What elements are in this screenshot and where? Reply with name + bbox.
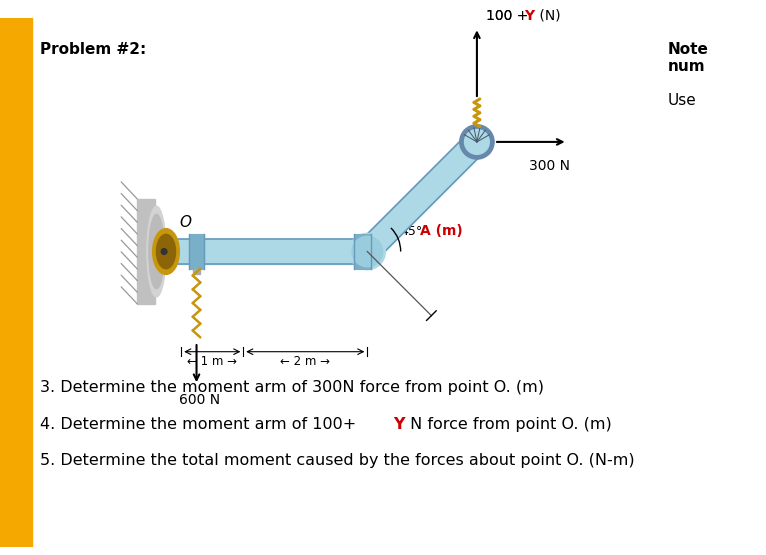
Text: 3. Determine the moment arm of 300N force from point O. (m): 3. Determine the moment arm of 300N forc…: [40, 380, 544, 395]
Text: 300 N: 300 N: [529, 159, 571, 173]
Text: num: num: [668, 59, 705, 74]
Text: 4. Determine the moment arm of 100+: 4. Determine the moment arm of 100+: [40, 417, 356, 432]
Text: 100 +: 100 +: [486, 9, 533, 23]
Ellipse shape: [156, 234, 175, 269]
Polygon shape: [358, 133, 486, 260]
Text: Use: Use: [668, 93, 696, 108]
Ellipse shape: [152, 229, 179, 274]
Text: ← 1 m →: ← 1 m →: [187, 355, 237, 367]
Bar: [0, 18, 32, 547]
Text: Problem #2:: Problem #2:: [40, 42, 146, 57]
Text: O: O: [179, 215, 192, 230]
Text: Note: Note: [668, 42, 709, 57]
Text: Y: Y: [393, 417, 404, 432]
Text: 100 +: 100 +: [486, 9, 533, 23]
Bar: [137, 199, 155, 304]
Circle shape: [161, 249, 167, 254]
Text: ← 2 m →: ← 2 m →: [280, 355, 330, 367]
Circle shape: [460, 125, 494, 159]
Text: (N): (N): [535, 9, 561, 23]
Bar: [174, 239, 367, 264]
Text: 5. Determine the total moment caused by the forces about point O. (N-m): 5. Determine the total moment caused by …: [40, 453, 635, 468]
Ellipse shape: [147, 206, 166, 297]
Text: N force from point O. (m): N force from point O. (m): [405, 417, 612, 432]
Ellipse shape: [149, 214, 164, 289]
Text: 600 N: 600 N: [179, 393, 221, 407]
Circle shape: [349, 234, 385, 270]
Text: Y: Y: [524, 9, 534, 23]
Bar: [189, 234, 205, 269]
Bar: [354, 234, 371, 269]
Text: A (m): A (m): [420, 224, 463, 238]
Circle shape: [352, 236, 382, 267]
Text: 45°: 45°: [401, 225, 423, 238]
Bar: [193, 269, 201, 274]
Circle shape: [464, 129, 489, 154]
